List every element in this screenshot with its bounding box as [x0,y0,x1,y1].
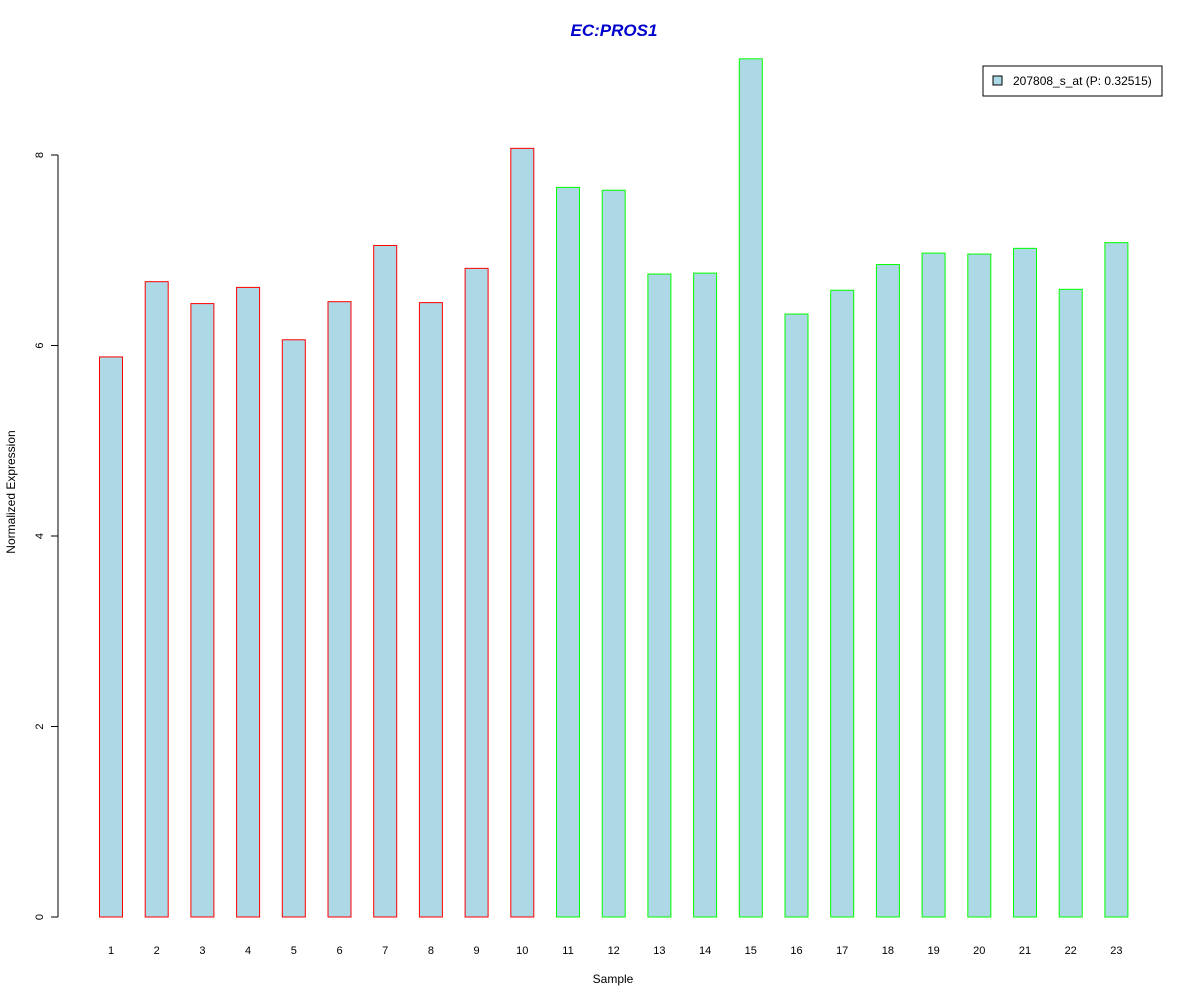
x-axis-tick-label: 14 [699,945,711,957]
bar-sample-23 [1104,242,1129,918]
bar-sample-13 [647,273,672,918]
legend-label: 207808_s_at (P: 0.32515) [1013,74,1152,88]
bar-sample-22 [1058,288,1083,918]
x-axis-tick-label: 17 [836,945,848,957]
bar-sample-1 [99,356,123,918]
y-axis-tick-label: 6 [34,342,46,348]
x-axis-tick-label: 19 [927,945,939,957]
bar-sample-9 [464,267,489,918]
x-axis-tick-label: 8 [428,945,434,957]
bar-sample-2 [144,281,169,918]
x-axis-label: Sample [593,972,634,986]
bar-sample-8 [418,302,443,918]
bar-sample-3 [190,303,215,918]
bar-sample-7 [373,244,398,918]
x-axis-tick-label: 6 [336,945,342,957]
x-axis-tick-label: 7 [382,945,388,957]
x-axis-tick-label: 9 [474,945,480,957]
bar-sample-5 [281,339,306,918]
x-axis-tick-label: 16 [790,945,802,957]
y-axis: 0 2 4 6 8 [34,152,59,920]
x-axis-tick-label: 12 [608,945,620,957]
x-axis-tick-label: 21 [1019,945,1031,957]
x-axis-tick-label: 11 [562,945,573,957]
chart-title: EC:PROS1 [571,21,658,40]
bar-sample-6 [327,301,352,918]
bar-sample-20 [967,253,992,918]
bar-sample-19 [921,252,946,918]
x-axis-tick-label: 2 [154,945,160,957]
x-axis-tick-label: 10 [516,945,528,957]
bar-sample-12 [601,189,626,918]
x-axis-tick-label: 4 [245,945,251,957]
x-axis-tick-label: 13 [653,945,665,957]
bar-sample-10 [510,147,535,918]
legend-box [982,65,1163,97]
x-axis-tick-label: 20 [973,945,985,957]
bar-sample-15 [738,58,763,918]
x-axis-tick-label: 15 [745,945,757,957]
bar-sample-16 [784,313,809,918]
x-axis-tick-label: 22 [1065,945,1077,957]
x-axis-tick-labels: 1 2 3 4 5 6 7 8 9 10 11 12 13 14 15 16 17 18 19 20 21 22 23 [108,945,1123,957]
x-axis-tick-label: 1 [108,945,114,957]
x-axis-tick-label: 23 [1110,945,1122,957]
bar-sample-17 [830,289,855,918]
bar-sample-14 [693,272,718,918]
legend: 207808_s_at (P: 0.32515) [982,65,1163,97]
bar-sample-4 [236,286,261,918]
bar-sample-18 [875,264,900,918]
y-axis-tick-label: 0 [34,914,46,920]
bar-sample-11 [556,186,580,918]
bars [99,58,1129,918]
y-axis-tick-label: 8 [34,152,46,158]
y-axis-label: Normalized Expression [4,430,18,553]
x-axis-tick-label: 18 [882,945,894,957]
bar-sample-21 [1013,247,1037,918]
legend-swatch [992,75,1003,86]
y-axis-tick-label: 2 [34,723,46,729]
x-axis-tick-label: 5 [291,945,297,957]
y-axis-tick-label: 4 [34,533,46,539]
x-axis-tick-label: 3 [199,945,205,957]
